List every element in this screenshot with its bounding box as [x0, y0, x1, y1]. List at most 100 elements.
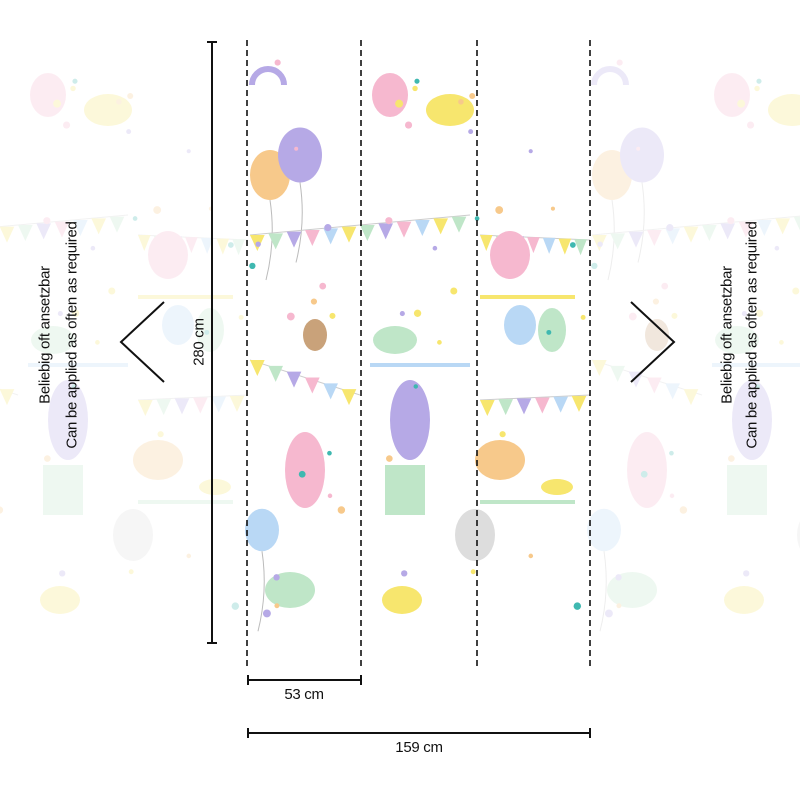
- bunny: [48, 380, 88, 460]
- bunny: [265, 572, 315, 608]
- star: [44, 455, 51, 462]
- star: [616, 603, 622, 609]
- star: [53, 99, 62, 108]
- star: [186, 149, 191, 154]
- star: [58, 102, 63, 107]
- star: [204, 329, 210, 335]
- total-width-dimension-line: [247, 728, 591, 738]
- gift-stack: [43, 465, 83, 515]
- star: [274, 603, 280, 609]
- bunny: [373, 326, 417, 354]
- star: [616, 59, 623, 66]
- star: [238, 314, 244, 320]
- star: [636, 146, 641, 151]
- star: [319, 282, 327, 290]
- shelf: [138, 295, 233, 299]
- star: [57, 311, 63, 317]
- bunting: [479, 394, 591, 416]
- star: [661, 282, 669, 290]
- star: [728, 455, 735, 462]
- star: [95, 340, 100, 345]
- star: [666, 224, 674, 232]
- star: [412, 85, 418, 92]
- star: [741, 311, 747, 317]
- star: [468, 129, 474, 135]
- bunny: [148, 231, 188, 279]
- shelf: [138, 500, 233, 504]
- star: [508, 258, 514, 264]
- pattern-repeat: [0, 73, 249, 614]
- star: [669, 493, 675, 499]
- star: [127, 92, 134, 99]
- left-note-german: Beliebig oft ansetzbar: [36, 266, 54, 404]
- star: [742, 102, 747, 107]
- star: [413, 309, 422, 317]
- rainbow: [591, 66, 629, 86]
- star: [414, 78, 420, 84]
- bunting: [0, 214, 129, 243]
- chevron-left-icon: [119, 301, 165, 383]
- balloon: [620, 127, 664, 263]
- star: [679, 506, 688, 514]
- bunting: [0, 388, 19, 406]
- romper: [285, 432, 325, 508]
- bunting: [591, 359, 703, 406]
- bunting: [137, 234, 249, 256]
- star: [0, 506, 4, 514]
- star: [324, 224, 332, 232]
- star: [386, 455, 393, 462]
- star: [470, 569, 476, 575]
- bodysuit: [113, 509, 153, 561]
- chevron-right-icon: [630, 301, 676, 383]
- star: [546, 329, 552, 335]
- bunny: [715, 326, 759, 354]
- star: [469, 92, 476, 99]
- right-note-german: Beliebig oft ansetzbar: [718, 266, 736, 404]
- star: [71, 384, 76, 389]
- star: [294, 146, 299, 151]
- bunting: [249, 359, 361, 406]
- bunny: [31, 326, 75, 354]
- star: [528, 149, 533, 154]
- bunting: [249, 214, 471, 251]
- star: [166, 258, 172, 264]
- star: [774, 245, 780, 251]
- romper: [538, 308, 566, 352]
- total-width-label: 159 cm: [395, 739, 443, 756]
- star: [274, 59, 281, 66]
- bunny: [732, 380, 772, 460]
- star: [597, 241, 603, 247]
- teddy: [303, 319, 327, 351]
- star: [743, 570, 750, 577]
- star: [186, 553, 192, 559]
- star: [298, 470, 306, 478]
- shelf: [28, 363, 128, 367]
- star: [385, 217, 393, 225]
- star: [395, 99, 404, 108]
- star: [231, 602, 240, 610]
- star: [499, 431, 506, 438]
- star: [604, 609, 613, 618]
- star: [399, 311, 405, 317]
- star: [286, 312, 295, 321]
- star: [255, 241, 261, 247]
- romper: [196, 308, 224, 352]
- right-note-english: Can be applied as often as required: [743, 221, 761, 449]
- star: [327, 493, 333, 499]
- left-note-english: Can be applied as often as required: [63, 221, 81, 449]
- bunny: [390, 380, 430, 460]
- gift-stack: [727, 465, 767, 515]
- star: [72, 78, 78, 84]
- star: [126, 129, 132, 135]
- star: [615, 574, 622, 581]
- pattern-repeat: [587, 59, 800, 632]
- toy-car: [541, 479, 573, 495]
- star: [755, 309, 764, 317]
- star: [573, 602, 582, 610]
- star: [450, 287, 458, 295]
- toy-dino: [40, 586, 80, 614]
- bodysuit: [455, 509, 495, 561]
- balloon: [245, 508, 279, 632]
